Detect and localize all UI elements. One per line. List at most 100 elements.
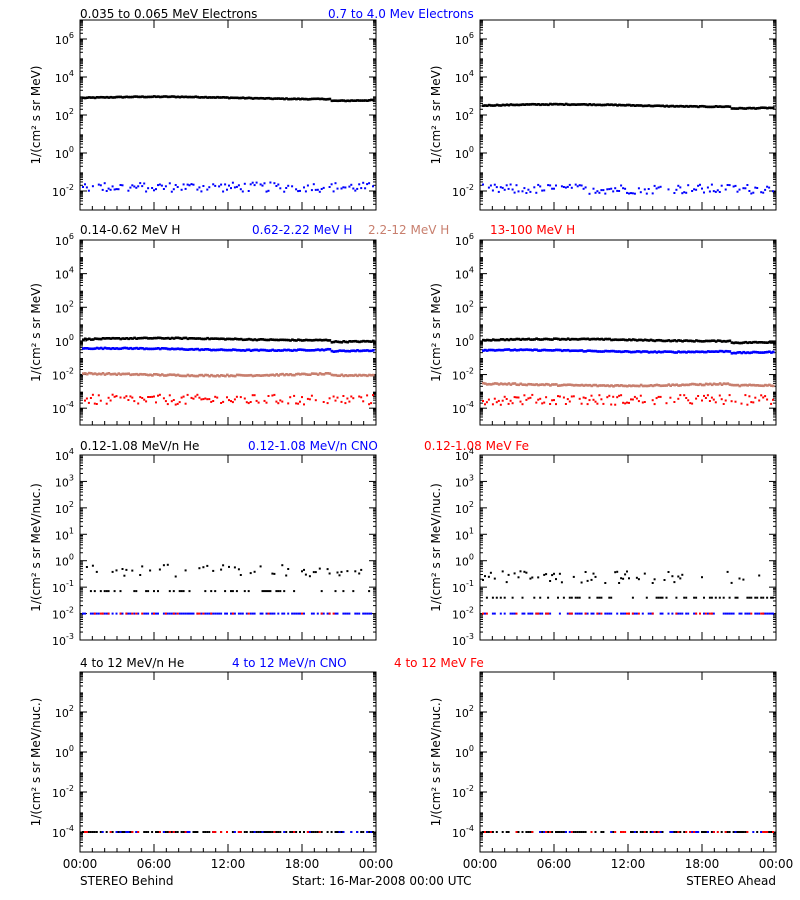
data-point	[107, 96, 111, 99]
data-point	[237, 184, 240, 187]
data-point	[576, 185, 579, 188]
data-point	[628, 192, 630, 195]
data-point	[659, 339, 663, 342]
data-point	[334, 340, 338, 343]
data-point	[299, 348, 302, 351]
data-point	[590, 337, 594, 341]
data-point	[84, 612, 86, 615]
data-point	[214, 96, 217, 99]
data-point	[653, 384, 657, 387]
data-point	[368, 349, 371, 353]
data-point	[174, 831, 177, 833]
data-point	[639, 831, 642, 833]
data-point	[320, 188, 323, 190]
data-point	[350, 374, 353, 377]
data-point	[342, 99, 345, 102]
data-point	[168, 831, 171, 833]
data-point	[560, 581, 563, 584]
data-point	[507, 573, 510, 576]
data-point	[220, 348, 223, 351]
data-point	[360, 374, 363, 377]
data-point	[336, 374, 340, 377]
data-point	[570, 103, 574, 106]
data-point	[334, 831, 337, 833]
data-point	[641, 350, 645, 353]
data-point	[639, 350, 643, 354]
data-point	[370, 374, 373, 377]
data-point	[198, 337, 201, 340]
data-point	[85, 338, 89, 341]
data-point	[275, 185, 278, 187]
data-point	[196, 393, 199, 396]
data-point	[127, 399, 130, 401]
data-point	[746, 831, 749, 833]
data-point	[630, 350, 633, 354]
data-point	[622, 831, 625, 833]
data-point	[760, 384, 763, 387]
data-point	[184, 374, 188, 378]
data-point	[299, 400, 301, 403]
data-point	[505, 103, 509, 106]
data-point	[708, 382, 712, 386]
data-point	[491, 348, 495, 352]
data-point	[484, 612, 486, 615]
data-point	[718, 596, 721, 599]
data-point	[157, 394, 159, 397]
data-point	[111, 372, 115, 376]
data-point	[261, 831, 264, 833]
data-point	[228, 96, 231, 100]
data-point	[720, 398, 723, 401]
data-point	[505, 184, 508, 187]
data-point	[628, 338, 631, 341]
data-point	[303, 339, 306, 342]
data-point	[135, 372, 138, 376]
data-point	[531, 383, 534, 386]
data-point	[135, 337, 138, 340]
data-point	[303, 612, 305, 615]
data-point	[192, 337, 196, 340]
x-tick-label: 00:00	[63, 857, 98, 871]
data-point	[101, 372, 105, 375]
data-point	[279, 97, 282, 100]
data-point	[584, 571, 587, 573]
data-point	[362, 339, 365, 343]
data-point	[596, 337, 599, 341]
data-point	[273, 349, 276, 352]
data-point	[586, 579, 589, 582]
data-point	[493, 612, 496, 615]
data-point	[200, 398, 203, 401]
data-point	[170, 347, 174, 350]
data-point	[157, 373, 160, 376]
data-point	[631, 384, 635, 387]
data-point	[228, 399, 230, 402]
data-point	[507, 382, 511, 385]
data-point	[316, 831, 319, 833]
data-point	[249, 373, 253, 377]
data-point	[620, 577, 623, 580]
data-point	[218, 374, 221, 378]
data-point	[535, 612, 538, 615]
data-point	[505, 581, 508, 584]
data-point	[230, 374, 233, 377]
data-point	[653, 403, 656, 406]
data-point	[192, 374, 196, 378]
data-point	[202, 398, 205, 401]
data-point	[107, 337, 111, 340]
data-point	[153, 347, 156, 351]
data-point	[701, 383, 704, 387]
data-point	[145, 95, 148, 99]
data-point	[340, 570, 343, 573]
data-point	[647, 339, 651, 342]
data-point	[308, 349, 312, 352]
data-point	[651, 399, 654, 402]
data-point	[103, 346, 107, 350]
data-point	[190, 612, 193, 615]
data-point	[324, 98, 328, 101]
data-point	[513, 338, 517, 341]
data-point	[137, 373, 140, 377]
data-point	[111, 570, 114, 573]
data-point	[485, 831, 488, 833]
data-point	[517, 396, 520, 399]
data-point	[352, 374, 355, 377]
data-point	[598, 350, 601, 353]
